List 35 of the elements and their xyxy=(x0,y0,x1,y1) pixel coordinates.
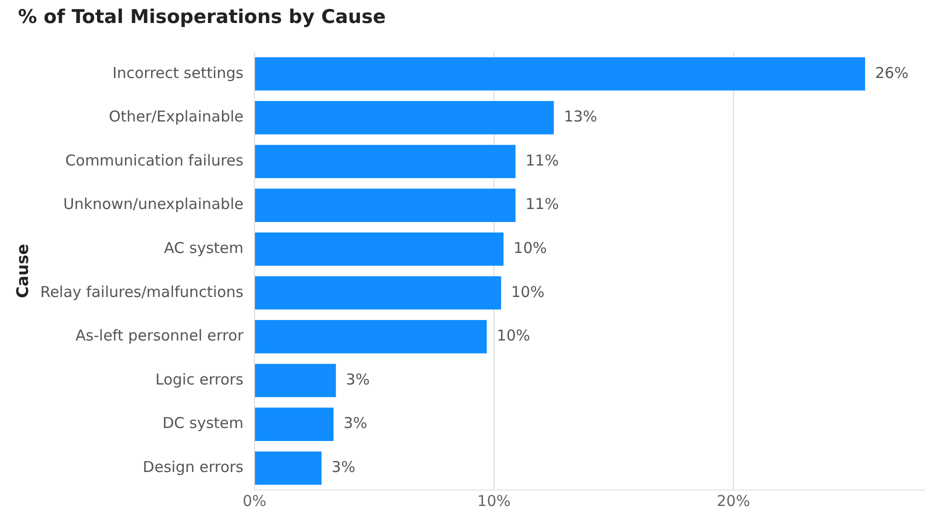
y-tick-label: Unknown/unexplainable xyxy=(63,195,244,214)
data-label: 3% xyxy=(344,414,368,432)
bar xyxy=(254,364,336,398)
y-tick-label: Design errors xyxy=(142,458,244,476)
bar xyxy=(254,320,487,354)
y-tick-label: Other/Explainable xyxy=(108,108,244,126)
y-tick-label: Logic errors xyxy=(155,370,244,388)
data-label: 10% xyxy=(511,282,544,301)
data-label: 3% xyxy=(346,370,370,388)
y-tick-label: AC system xyxy=(164,238,244,257)
bar xyxy=(254,57,866,91)
bar xyxy=(254,101,554,134)
bar xyxy=(254,408,334,441)
data-label: 3% xyxy=(332,458,356,476)
data-label: 13% xyxy=(564,108,598,126)
y-tick-label: Communication failures xyxy=(65,151,244,170)
bar xyxy=(254,144,516,178)
bar xyxy=(254,276,502,310)
y-tick-label: Incorrect settings xyxy=(112,64,244,82)
y-axis-title: Cause xyxy=(12,244,32,298)
data-label: 10% xyxy=(514,238,547,257)
x-tick-label: 10% xyxy=(477,492,511,510)
x-tick-label: 0% xyxy=(242,492,266,510)
data-label: 10% xyxy=(496,326,530,345)
data-label: 11% xyxy=(526,151,559,170)
chart-title: % of Total Misoperations by Cause xyxy=(18,6,386,28)
bar xyxy=(254,188,516,222)
y-tick-label: Relay failures/malfunctions xyxy=(40,282,244,301)
bar xyxy=(254,232,504,266)
data-label: 26% xyxy=(875,64,908,82)
bar xyxy=(254,451,322,485)
y-tick-label: DC system xyxy=(162,414,244,432)
x-tick-label: 20% xyxy=(716,492,750,510)
y-tick-label: As-left personnel error xyxy=(76,326,244,345)
data-label: 11% xyxy=(526,195,559,214)
